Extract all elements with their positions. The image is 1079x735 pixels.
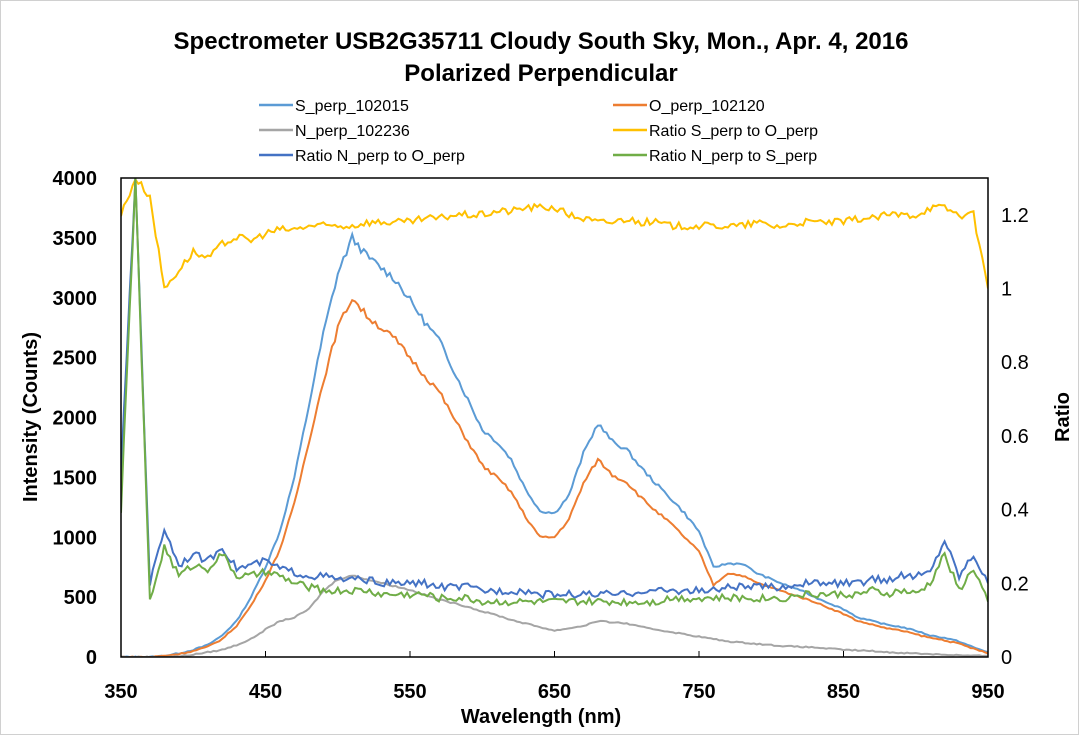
- y-tick-label: 2500: [53, 348, 98, 370]
- y2-tick-label: 0.8: [1001, 352, 1029, 374]
- y-tick-label: 1000: [53, 527, 98, 549]
- series-line-ratio-n-perp-to-o-perp: [121, 178, 988, 600]
- series-line-o-perp-102120: [121, 298, 988, 657]
- y2-tick-label: 0.4: [1001, 500, 1029, 522]
- y-axis-label: Intensity (Counts): [20, 332, 42, 502]
- series-line-n-perp-102236: [121, 574, 988, 657]
- plot-area: [121, 178, 988, 657]
- y-tick-label: 3000: [53, 288, 98, 310]
- y2-tick-label: 0.2: [1001, 573, 1029, 595]
- legend-label: Ratio N_perp to S_perp: [649, 148, 817, 165]
- chart-title: Spectrometer USB2G35711 Cloudy South Sky…: [174, 28, 909, 55]
- y-tick-label: 0: [86, 647, 97, 669]
- y-tick-label: 2000: [53, 408, 98, 430]
- y2-tick-label: 0.6: [1001, 426, 1029, 448]
- y2-tick-label: 1.2: [1001, 205, 1029, 227]
- y-tick-label: 1500: [53, 467, 98, 489]
- legend-label: Ratio S_perp to O_perp: [649, 123, 818, 140]
- y-tick-label: 4000: [53, 168, 98, 190]
- series-line-ratio-s-perp-to-o-perp: [121, 178, 988, 289]
- x-tick-label: 750: [682, 681, 715, 703]
- legend-label: S_perp_102015: [295, 98, 409, 115]
- x-tick-label: 850: [827, 681, 860, 703]
- x-tick-label: 350: [104, 681, 137, 703]
- legend-label: O_perp_102120: [649, 98, 765, 115]
- x-axis-label: Wavelength (nm): [461, 706, 621, 728]
- x-tick-label: 550: [393, 681, 426, 703]
- y2-tick-label: 0: [1001, 647, 1012, 669]
- legend-label: N_perp_102236: [295, 123, 410, 140]
- x-tick-label: 450: [249, 681, 282, 703]
- chart-subtitle: Polarized Perpendicular: [404, 60, 677, 87]
- legend-label: Ratio N_perp to O_perp: [295, 148, 465, 165]
- x-tick-label: 950: [971, 681, 1004, 703]
- y-tick-label: 500: [64, 587, 97, 609]
- y-tick-label: 3500: [53, 228, 98, 250]
- legend: S_perp_102015 O_perp_102120 N_perp_102236 R…: [259, 98, 818, 165]
- x-tick-label: 650: [538, 681, 571, 703]
- plot-frame: [120, 177, 989, 658]
- series-line-ratio-n-perp-to-s-perp: [121, 178, 988, 608]
- y2-axis-label: Ratio: [1052, 392, 1074, 442]
- series-line-s-perp-102015: [121, 230, 988, 657]
- y2-tick-label: 1: [1001, 279, 1012, 301]
